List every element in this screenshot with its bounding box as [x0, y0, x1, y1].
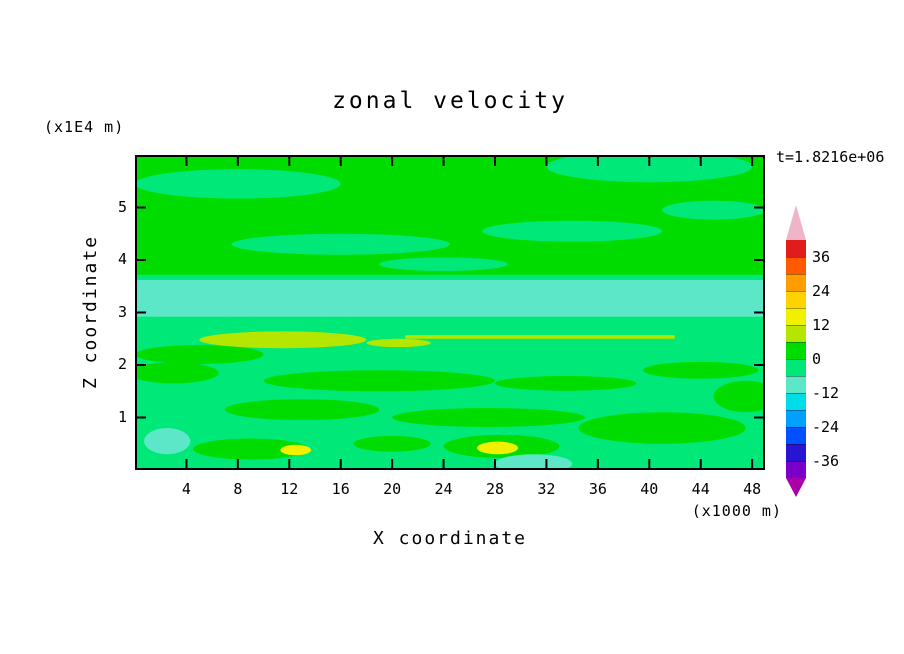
contour-region: [392, 408, 585, 427]
x-tick-label: 24: [434, 480, 453, 498]
contour-region: [263, 370, 495, 392]
contour-region: [662, 200, 765, 220]
chart-title: zonal velocity: [332, 88, 568, 114]
x-tick-label: 40: [640, 480, 659, 498]
z-axis-unit-label: (x1E4 m): [44, 118, 125, 136]
colorbar-bottom-arrow: [786, 478, 806, 497]
colorbar-segment: [786, 325, 806, 342]
z-tick-label: 2: [117, 355, 127, 373]
colorbar-segment: [786, 240, 806, 257]
x-tick-label: 32: [537, 480, 556, 498]
z-tick-label: 3: [117, 302, 127, 321]
colorbar-segment: [786, 291, 806, 308]
x-tick-label: 4: [181, 480, 191, 498]
colorbar-segment: [786, 461, 806, 478]
colorbar: [786, 240, 806, 478]
colorbar-segment: [786, 376, 806, 393]
colorbar-label: 36: [812, 248, 831, 266]
contour-region: [225, 399, 380, 421]
contour-region: [405, 335, 675, 339]
x-tick-label: 8: [233, 480, 243, 498]
x-axis-title: X coordinate: [372, 528, 528, 549]
contour-region: [135, 279, 765, 317]
contour-region: [495, 454, 573, 470]
colorbar-segment: [786, 359, 806, 376]
contour-region: [642, 361, 759, 379]
colorbar-top-arrow: [786, 205, 806, 240]
contour-region: [135, 169, 341, 199]
contour-region: [713, 380, 765, 413]
x-tick-label: 36: [588, 480, 607, 498]
contour-plot: [135, 155, 765, 470]
contour-region: [477, 441, 519, 455]
x-tick-label: 44: [691, 480, 710, 498]
colorbar-label: 0: [812, 350, 822, 368]
colorbar-segment: [786, 444, 806, 461]
x-tick-label: 16: [331, 480, 350, 498]
contour-region: [192, 438, 309, 460]
z-tick-label: 4: [117, 250, 127, 268]
contour-region: [366, 338, 431, 348]
colorbar-label: -24: [812, 418, 840, 436]
contour-region: [135, 345, 264, 364]
contour-region: [578, 412, 746, 444]
plot-area: [135, 155, 765, 470]
colorbar-segment: [786, 427, 806, 444]
colorbar-label: 24: [812, 282, 831, 300]
colorbar-segment: [786, 393, 806, 410]
timestamp-label: t=1.8216e+06: [776, 148, 885, 166]
z-tick-label: 5: [117, 197, 127, 216]
contour-region: [144, 428, 191, 455]
colorbar-segment: [786, 274, 806, 291]
x-axis-unit-label: (x1000 m): [691, 502, 782, 520]
colorbar-segment: [786, 257, 806, 274]
x-tick-label: 48: [743, 480, 762, 498]
contour-region: [379, 257, 508, 272]
contour-region: [231, 233, 450, 255]
x-tick-label: 20: [383, 480, 402, 498]
z-tick-label: 1: [117, 407, 127, 426]
colorbar-segment: [786, 342, 806, 359]
x-tick-label: 28: [485, 480, 505, 498]
colorbar-segment: [786, 308, 806, 325]
colorbar-label: -36: [812, 452, 840, 470]
contour-region: [495, 376, 637, 391]
colorbar-label: 12: [812, 316, 831, 334]
contour-region: [482, 220, 663, 242]
contour-region: [199, 331, 367, 349]
contour-region: [353, 435, 431, 452]
contour-region: [135, 362, 219, 384]
colorbar-label: -12: [812, 384, 840, 402]
plot-frame: [135, 155, 765, 470]
contour-region: [280, 444, 312, 456]
x-tick-label: 12: [280, 480, 299, 498]
colorbar-segment: [786, 410, 806, 427]
